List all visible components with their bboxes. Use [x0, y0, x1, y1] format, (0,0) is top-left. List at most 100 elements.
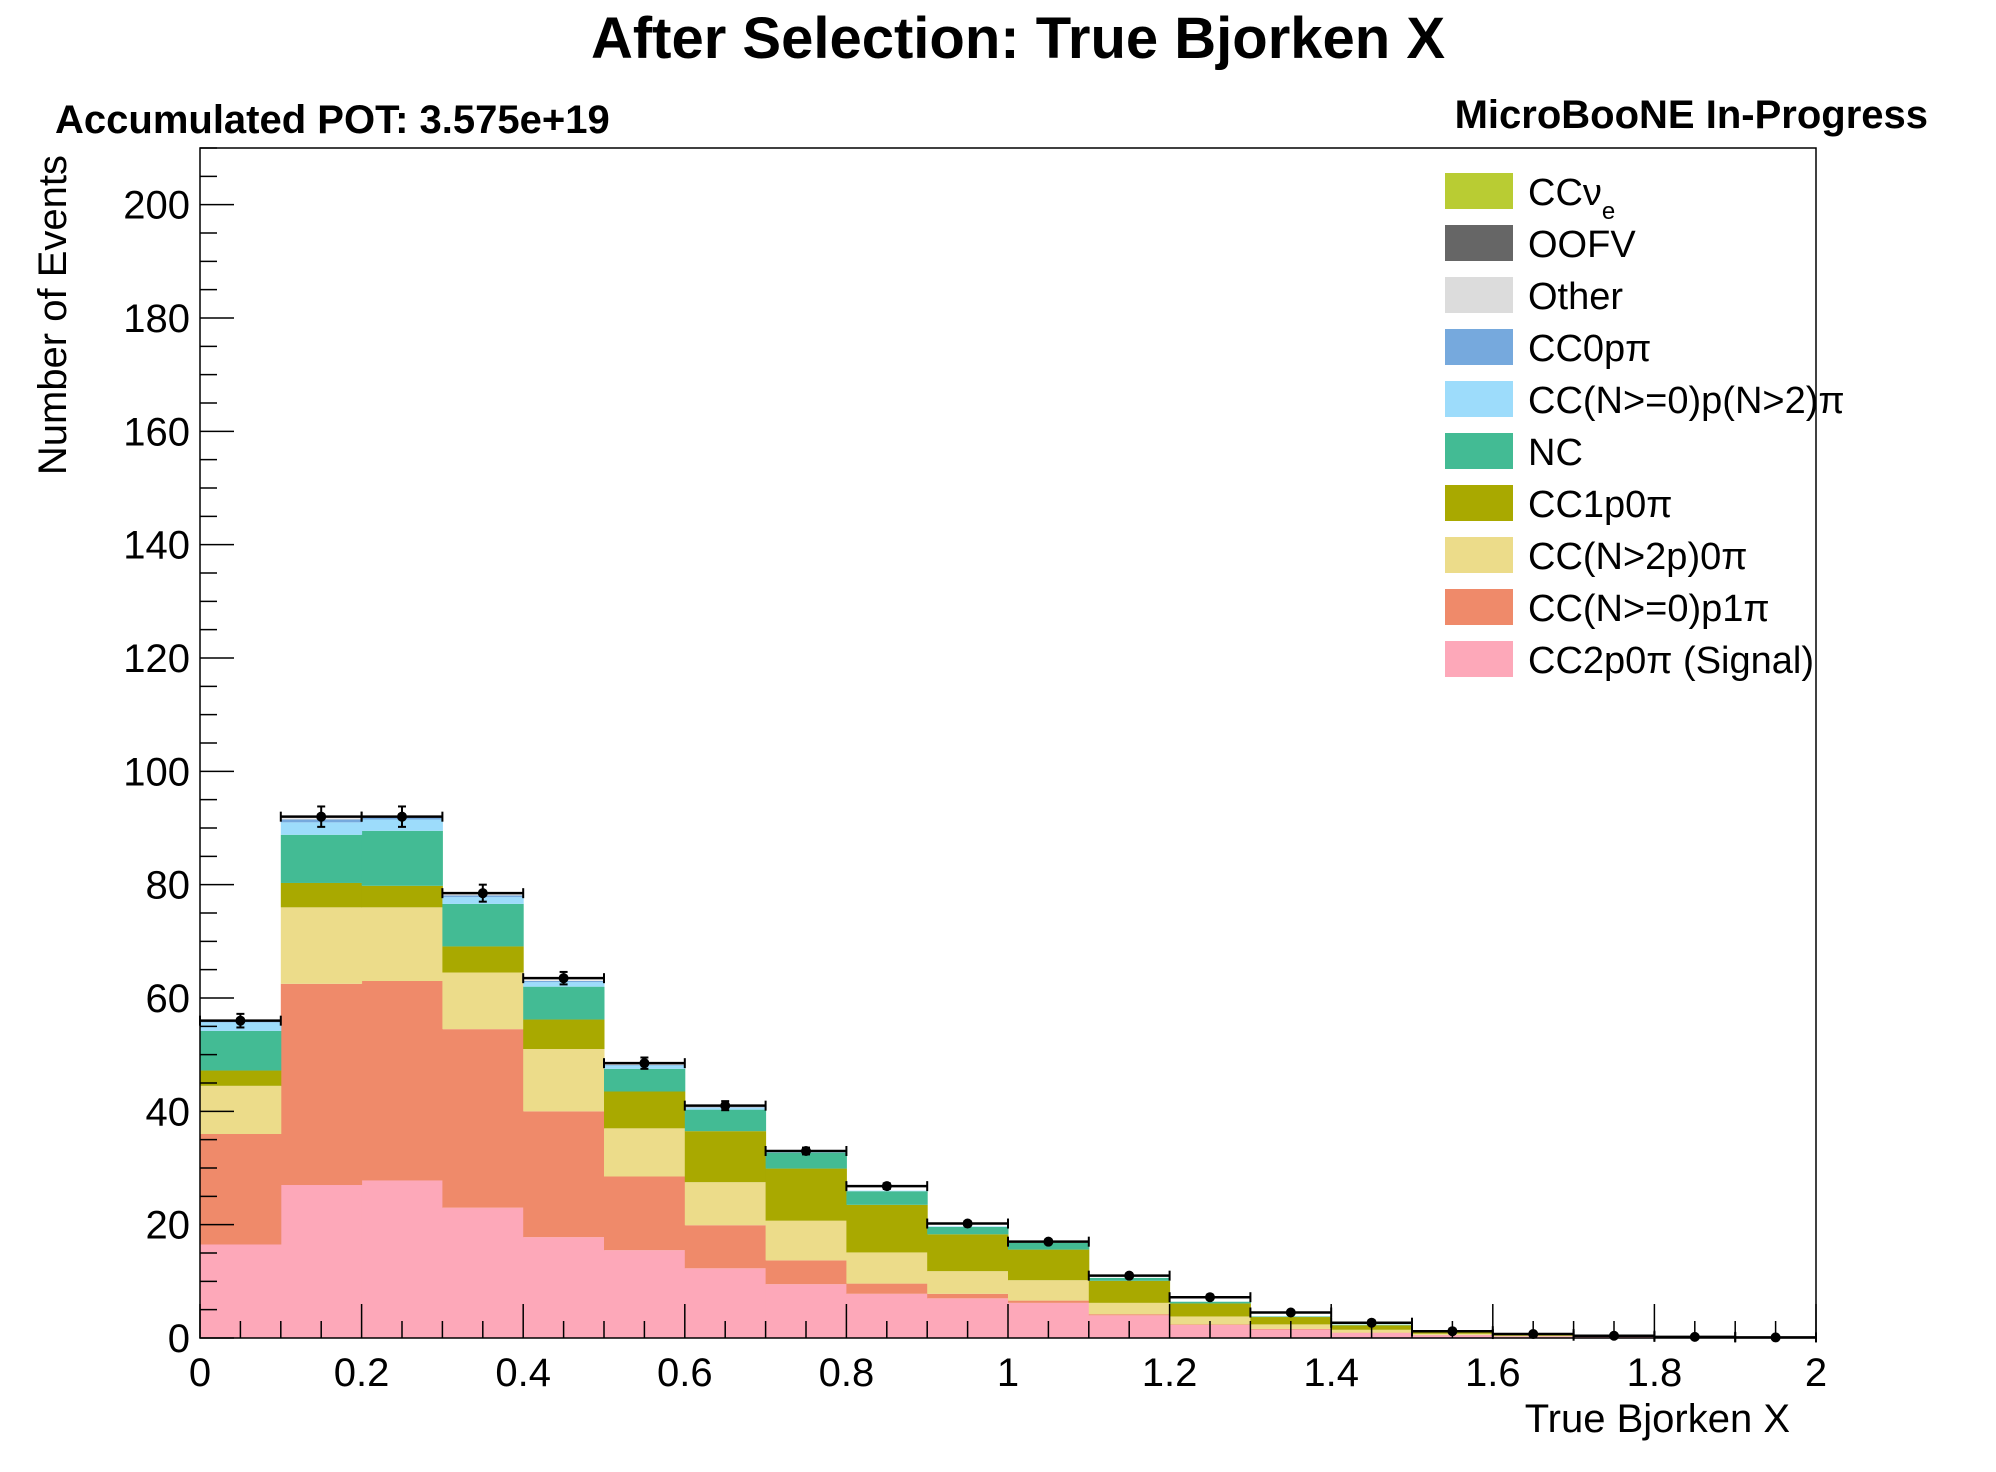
bar-series3-bin6: [684, 1131, 767, 1183]
legend-label: CC(N>=0)p(N>2)π: [1528, 380, 1845, 422]
bar-series4-bin12: [1169, 1301, 1251, 1304]
x-tick-label: 0.8: [819, 1351, 875, 1395]
legend-swatch: [1445, 641, 1513, 677]
data-point-bin9: [962, 1218, 973, 1229]
data-point-bin4: [558, 973, 569, 984]
data-point-bin3: [477, 888, 488, 899]
y-tick-label: 100: [123, 750, 190, 794]
y-tick-label: 20: [146, 1204, 191, 1248]
legend-swatch: [1445, 537, 1513, 573]
x-tick-label: 0.4: [495, 1351, 551, 1395]
bar-series1-bin4: [523, 1111, 605, 1238]
bar-series1-bin1: [280, 983, 363, 1185]
data-point-bin11: [1124, 1270, 1135, 1281]
bar-series3-bin1: [280, 882, 363, 908]
legend-label: CCνe: [1528, 172, 1615, 225]
data-point-bin1: [316, 811, 327, 822]
legend-label: CC1p0π: [1528, 484, 1673, 526]
bar-series2-bin5: [604, 1128, 686, 1177]
legend-swatch: [1445, 173, 1513, 209]
bar-series1-bin5: [604, 1176, 686, 1251]
legend-swatch: [1445, 329, 1513, 365]
legend-label: CC0pπ: [1528, 328, 1651, 370]
x-tick-label: 1.8: [1627, 1351, 1683, 1395]
bar-series3-bin4: [523, 1019, 605, 1049]
bar-series3-bin10: [1008, 1249, 1090, 1281]
bar-series2-bin4: [523, 1049, 605, 1112]
bar-series2-bin1: [280, 907, 363, 984]
bar-series2-bin12: [1169, 1316, 1251, 1325]
data-point-bin12: [1205, 1292, 1215, 1303]
bar-series1-bin10: [1008, 1300, 1090, 1303]
x-tick-label: 0: [189, 1351, 211, 1395]
legend-label: Other: [1528, 276, 1623, 318]
x-tick-label: 0.2: [334, 1351, 390, 1395]
bar-series2-bin10: [1008, 1280, 1090, 1301]
bar-series3-bin11: [1088, 1280, 1171, 1303]
legend-swatch: [1445, 485, 1513, 521]
bar-series0-bin2: [361, 1180, 443, 1338]
bar-series3-bin13: [1250, 1317, 1332, 1325]
bar-series1-bin9: [927, 1293, 1009, 1299]
x-axis-label: True Bjorken X: [1525, 1397, 1790, 1441]
x-tick-label: 1.2: [1142, 1351, 1198, 1395]
bar-series4-bin0: [200, 1030, 282, 1071]
bar-series4-bin8: [846, 1191, 928, 1205]
bar-series4-bin4: [523, 986, 605, 1020]
bar-series3-bin9: [927, 1234, 1009, 1272]
y-tick-label: 180: [123, 297, 190, 341]
legend-label: NC: [1528, 432, 1583, 474]
bar-series4-bin2: [361, 830, 443, 886]
bar-series3-bin2: [361, 885, 443, 908]
bar-series3-bin8: [846, 1204, 928, 1253]
y-tick-label: 160: [123, 410, 190, 454]
bar-series4-bin1: [280, 834, 363, 883]
data-point-bin10: [1043, 1236, 1054, 1247]
legend-swatch: [1445, 381, 1513, 417]
bar-series1-bin11: [1088, 1314, 1171, 1316]
bar-series2-bin3: [442, 972, 524, 1030]
y-tick-label: 200: [123, 184, 190, 228]
data-point-bin6: [720, 1100, 731, 1111]
bar-series3-bin5: [604, 1091, 686, 1129]
legend-swatch: [1445, 433, 1513, 469]
legend-swatch: [1445, 277, 1513, 313]
bar-series2-bin2: [361, 907, 443, 981]
legend-label: OOFV: [1528, 224, 1636, 266]
y-tick-label: 120: [123, 637, 190, 681]
x-tick-label: 1: [997, 1351, 1019, 1395]
bar-series3-bin3: [442, 946, 524, 973]
y-tick-label: 0: [168, 1317, 190, 1361]
chart-title: After Selection: True Bjorken X: [591, 6, 1445, 71]
data-point-bin13: [1285, 1307, 1296, 1318]
bar-series5-bin1: [280, 822, 363, 835]
legend-label: CC2p0π (Signal): [1528, 640, 1814, 682]
bar-series1-bin0: [200, 1134, 282, 1245]
bar-series3-bin7: [765, 1168, 847, 1221]
legend-label: CC(N>=0)p1π: [1528, 588, 1770, 630]
y-axis-label: Number of Events: [31, 155, 75, 475]
axes: 0 0.2 0.4 0.6 0.8 1 1.2 1.4 1.6 1.8 20204060801001…: [123, 147, 1827, 1395]
data-point-bin8: [881, 1181, 892, 1192]
x-tick-label: 2: [1805, 1351, 1827, 1395]
bar-series4-bin6: [684, 1109, 767, 1132]
x-tick-label: 1.6: [1465, 1351, 1521, 1395]
bar-series4-bin3: [442, 903, 524, 947]
bar-series0-bin3: [442, 1207, 524, 1338]
bar-series1-bin6: [684, 1225, 767, 1269]
bar-series2-bin7: [765, 1220, 847, 1261]
bar-series2-bin9: [927, 1271, 1009, 1294]
bar-series4-bin9: [927, 1226, 1009, 1235]
data-point-bin7: [801, 1146, 811, 1156]
bar-series0-bin1: [280, 1185, 363, 1338]
bar-series2-bin6: [684, 1182, 767, 1226]
data-point-bin0: [235, 1015, 246, 1026]
bar-series4-bin7: [765, 1152, 847, 1169]
data-point-bin2: [397, 811, 407, 822]
bar-series1-bin3: [442, 1029, 524, 1208]
y-tick-label: 140: [123, 524, 190, 568]
legend-label: CC(N>2p)0π: [1528, 536, 1747, 578]
bar-series1-bin7: [765, 1260, 847, 1285]
bar-series3-bin0: [200, 1070, 282, 1086]
